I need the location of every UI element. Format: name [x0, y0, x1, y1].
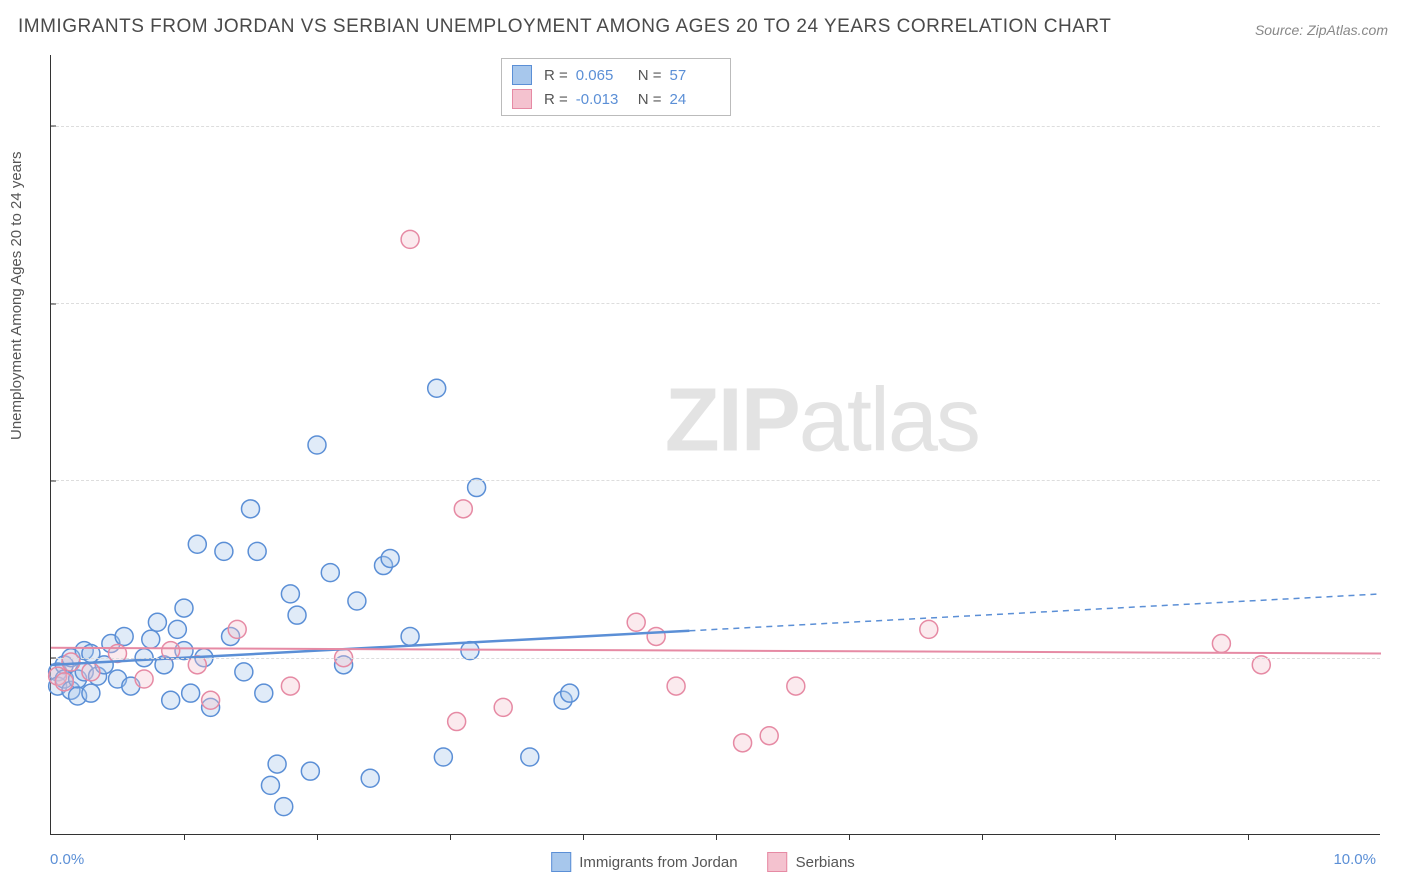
- x-tick-min: 0.0%: [50, 851, 84, 868]
- plot-area: ZIPatlas R = 0.065 N = 57 R = -0.013 N =…: [50, 55, 1380, 835]
- legend-label-serbian: Serbians: [796, 854, 855, 871]
- chart-title: IMMIGRANTS FROM JORDAN VS SERBIAN UNEMPL…: [18, 16, 1111, 38]
- y-axis-label: Unemployment Among Ages 20 to 24 years: [8, 151, 25, 440]
- swatch-jordan: [551, 852, 571, 872]
- legend-label-jordan: Immigrants from Jordan: [579, 854, 737, 871]
- legend-item-serbian: Serbians: [768, 852, 855, 872]
- legend-item-jordan: Immigrants from Jordan: [551, 852, 737, 872]
- swatch-serbian: [768, 852, 788, 872]
- x-tick-max: 10.0%: [1333, 851, 1376, 868]
- chart-svg: [51, 55, 1380, 834]
- series-legend: Immigrants from Jordan Serbians: [551, 852, 855, 872]
- source-credit: Source: ZipAtlas.com: [1255, 22, 1388, 38]
